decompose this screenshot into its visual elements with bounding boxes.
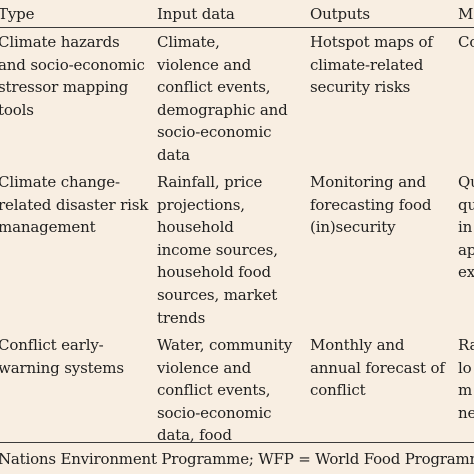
row2-m: Qu qu in ap ex [458,173,474,282]
row2-input-data: Rainfall, price projections, household i… [157,173,278,327]
header-m: M [458,5,474,23]
row1-outputs: Hotspot maps of climate-related security… [310,33,433,97]
row2-outputs: Monitoring and forecasting food (in)secu… [310,173,432,237]
row1-m: Co [458,33,474,51]
row3-input-data: Water, community violence and conflict e… [157,336,293,445]
header-outputs: Outputs [310,5,370,23]
header-type: Type [0,5,35,23]
header-divider [0,27,474,28]
table-footnote: Nations Environment Programme; WFP = Wor… [0,450,474,468]
row1-type: Climate hazards and socio-economic stres… [0,33,145,119]
row3-outputs: Monthly and annual forecast of conflict [310,336,445,400]
table-bottom-rule [0,442,474,443]
row1-input-data: Climate, violence and conflict events, d… [157,33,288,164]
row3-m: Ra lo m ne [458,336,474,422]
header-input-data: Input data [157,5,235,23]
row2-type: Climate change- related disaster risk ma… [0,173,149,237]
row3-type: Conflict early- warning systems [0,336,124,377]
